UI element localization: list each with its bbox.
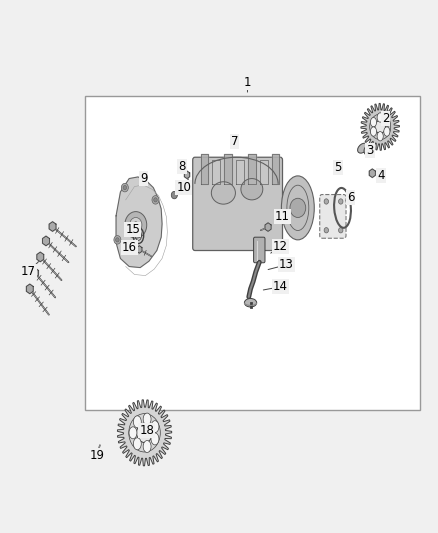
Polygon shape [184,171,190,179]
FancyBboxPatch shape [320,195,346,238]
Text: 19: 19 [90,449,105,462]
Circle shape [364,146,372,156]
Ellipse shape [241,179,263,200]
Circle shape [133,222,138,228]
Polygon shape [137,246,142,253]
Text: 16: 16 [122,241,137,254]
Text: 3: 3 [367,144,374,157]
Text: 8: 8 [178,160,185,173]
Circle shape [123,185,127,190]
Ellipse shape [151,421,159,433]
Text: 5: 5 [335,161,342,174]
Polygon shape [32,268,39,278]
Polygon shape [117,400,172,466]
Polygon shape [26,284,33,294]
Ellipse shape [377,113,383,122]
Ellipse shape [129,427,137,439]
Text: 17: 17 [21,265,36,278]
Circle shape [375,120,385,133]
Ellipse shape [143,440,151,453]
Ellipse shape [371,117,377,127]
Circle shape [152,196,159,204]
Circle shape [290,198,306,217]
Bar [85,96,420,410]
Circle shape [116,238,119,242]
Circle shape [324,199,328,204]
Circle shape [130,217,142,232]
Text: 1: 1 [244,76,251,89]
Circle shape [324,228,328,233]
Ellipse shape [211,182,236,204]
Circle shape [121,183,128,192]
Text: 13: 13 [279,259,293,271]
Text: 2: 2 [381,112,389,125]
Text: 15: 15 [125,223,140,236]
Ellipse shape [377,132,383,141]
Polygon shape [94,450,100,458]
Ellipse shape [134,438,141,450]
Polygon shape [369,169,375,177]
Circle shape [125,212,147,238]
Ellipse shape [281,176,314,240]
Ellipse shape [384,127,390,136]
Text: 6: 6 [346,191,354,204]
FancyBboxPatch shape [254,237,265,263]
Ellipse shape [384,117,390,127]
Circle shape [137,423,152,442]
Polygon shape [361,103,399,150]
Ellipse shape [357,143,368,153]
Polygon shape [265,223,271,231]
Circle shape [114,236,121,244]
Ellipse shape [134,416,141,428]
Text: 4: 4 [377,169,385,182]
Circle shape [154,198,157,202]
Polygon shape [37,252,44,262]
Text: 14: 14 [273,280,288,293]
Circle shape [171,191,177,199]
Polygon shape [49,222,56,231]
Text: 18: 18 [139,424,154,437]
Text: 12: 12 [273,240,288,253]
Text: 7: 7 [230,135,238,148]
FancyBboxPatch shape [193,157,283,251]
Ellipse shape [151,433,159,445]
Text: 9: 9 [140,172,148,185]
Text: 11: 11 [275,210,290,223]
Polygon shape [116,177,162,268]
Circle shape [339,199,343,204]
Ellipse shape [244,298,257,307]
Ellipse shape [143,413,151,425]
Polygon shape [42,236,49,246]
Circle shape [339,228,343,233]
Text: 10: 10 [177,181,191,194]
Ellipse shape [371,127,377,136]
